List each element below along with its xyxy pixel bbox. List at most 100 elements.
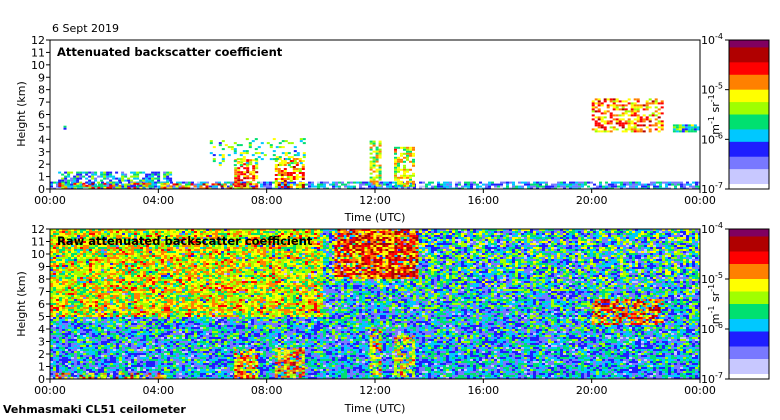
heatmap-cell (560, 241, 563, 243)
heatmap-cell (554, 229, 557, 231)
heatmap-cell (594, 98, 598, 101)
heatmap-cell (371, 183, 374, 186)
heatmap-cell (127, 183, 131, 186)
heatmap-cell (125, 187, 128, 189)
heatmap-cell (545, 187, 548, 189)
heatmap-cell (269, 181, 272, 184)
heatmap-cell (689, 243, 692, 245)
heatmap-cell (301, 174, 305, 176)
heatmap-cell (482, 251, 485, 253)
heatmap-cell (654, 114, 658, 117)
heatmap-cell (163, 171, 167, 174)
heatmap-cell (633, 98, 637, 101)
heatmap-cell (587, 251, 590, 253)
heatmap-cell (609, 116, 613, 119)
heatmap-cell (440, 239, 443, 241)
heatmap-cell (681, 130, 685, 133)
heatmap-cell (289, 160, 293, 162)
heatmap-cell (347, 229, 350, 231)
heatmap-cell (476, 239, 479, 241)
heatmap-cell (274, 170, 278, 172)
heatmap-cell (611, 239, 614, 241)
heatmap-cell (599, 251, 602, 253)
heatmap-cell (394, 172, 397, 175)
heatmap-cell (512, 233, 515, 235)
heatmap-cell (437, 253, 440, 255)
heatmap-cell (689, 231, 692, 233)
heatmap-cell (133, 177, 137, 180)
heatmap-cell (160, 184, 164, 187)
heatmap-cell (518, 235, 521, 237)
heatmap-cell (243, 163, 247, 166)
heatmap-cell (122, 233, 125, 235)
heatmap-cell (590, 247, 593, 249)
heatmap-cell (369, 178, 373, 181)
heatmap-cell (62, 253, 65, 255)
heatmap-cell (530, 239, 533, 241)
heatmap-cell (326, 249, 329, 251)
heatmap-cell (488, 237, 491, 239)
heatmap-cell (298, 176, 302, 178)
heatmap-cell (473, 251, 476, 253)
heatmap-cell (134, 251, 137, 253)
heatmap-cell (632, 247, 635, 249)
heatmap-cell (455, 239, 458, 241)
heatmap-cell (242, 181, 245, 184)
heatmap-cell (65, 239, 68, 241)
heatmap-cell (237, 187, 241, 189)
heatmap-cell (283, 174, 287, 176)
heatmap-cell (392, 185, 395, 188)
heatmap-cell (485, 187, 488, 189)
heatmap-cell (139, 179, 143, 182)
heatmap-cell (677, 235, 680, 237)
heatmap-cell (287, 181, 290, 184)
colorbar-segment (729, 164, 769, 168)
heatmap-cell (191, 181, 194, 184)
heatmap-cell (590, 239, 593, 241)
heatmap-cell (249, 181, 253, 184)
heatmap-cell (419, 247, 422, 249)
heatmap-cell (554, 257, 557, 259)
heatmap-cell (145, 175, 149, 178)
heatmap-cell (581, 185, 584, 188)
heatmap-cell (280, 160, 284, 162)
heatmap-cell (629, 239, 632, 241)
colorbar-segment (729, 181, 769, 185)
heatmap-cell (425, 251, 428, 253)
heatmap-cell (94, 173, 98, 176)
heatmap-cell (647, 245, 650, 247)
heatmap-cell (419, 253, 422, 255)
heatmap-cell (503, 243, 506, 245)
heatmap-cell (581, 243, 584, 245)
heatmap-cell (431, 257, 434, 259)
heatmap-cell (58, 171, 62, 174)
heatmap-cell (372, 166, 376, 169)
y-axis-label: Height (km) (15, 81, 28, 147)
heatmap-cell (154, 185, 158, 188)
heatmap-cell (578, 243, 581, 245)
heatmap-cell (323, 257, 326, 259)
heatmap-cell (642, 120, 646, 123)
heatmap-cell (121, 175, 125, 178)
heatmap-cell (61, 173, 65, 176)
heatmap-cell (323, 253, 326, 255)
heatmap-cell (133, 182, 137, 185)
heatmap-cell (693, 130, 697, 133)
heatmap-cell (148, 175, 152, 178)
heatmap-cell (536, 251, 539, 253)
heatmap-cell (255, 177, 259, 180)
heatmap-cell (452, 239, 455, 241)
heatmap-cell (584, 243, 587, 245)
heatmap-cell (629, 233, 632, 235)
heatmap-cell (359, 233, 362, 235)
heatmap-cell (587, 249, 590, 251)
heatmap-cell (61, 177, 65, 180)
heatmap-cell (614, 181, 617, 184)
heatmap-cell (671, 239, 674, 241)
heatmap-cell (674, 237, 677, 239)
heatmap-cell (332, 235, 335, 237)
heatmap-cell (488, 245, 491, 247)
heatmap-cell (287, 156, 291, 159)
heatmap-cell (467, 255, 470, 257)
heatmap-cell (653, 237, 656, 239)
